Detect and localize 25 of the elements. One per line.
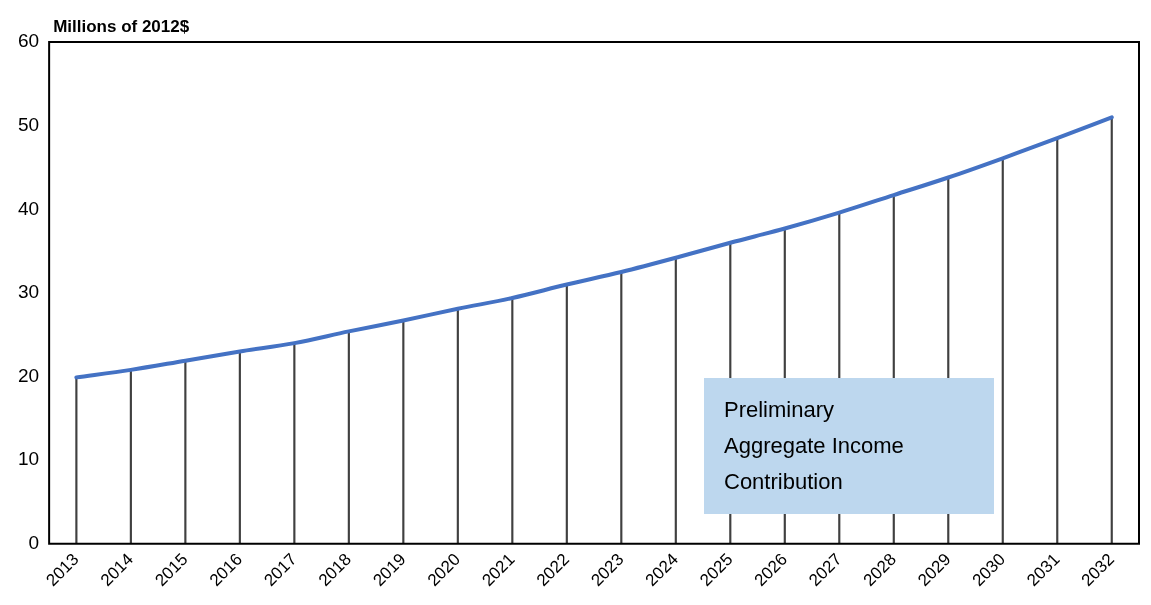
bar <box>456 308 459 544</box>
y-tick-label: 20 <box>17 364 40 386</box>
y-tick-label: 50 <box>17 113 40 135</box>
y-tick-label: 0 <box>28 532 40 554</box>
line-series <box>74 115 1114 380</box>
y-tick-label: 10 <box>17 448 40 470</box>
bar <box>1056 137 1059 544</box>
bar <box>565 284 568 544</box>
bar <box>620 271 623 544</box>
bar <box>184 360 187 544</box>
bar <box>75 377 78 544</box>
y-tick-label: 60 <box>17 30 40 52</box>
bar <box>347 331 350 544</box>
bar <box>293 342 296 544</box>
bar <box>1110 116 1113 544</box>
y-axis-title: Millions of 2012$ <box>53 17 190 37</box>
bar <box>402 320 405 544</box>
bar <box>1001 157 1004 544</box>
bar <box>674 257 677 544</box>
bar <box>511 297 514 544</box>
text-box: Preliminary Aggregate Income Contribution <box>704 378 994 514</box>
bar <box>238 351 241 544</box>
y-tick-label: 30 <box>17 281 40 303</box>
bar <box>129 369 132 544</box>
y-tick-label: 40 <box>17 197 40 219</box>
